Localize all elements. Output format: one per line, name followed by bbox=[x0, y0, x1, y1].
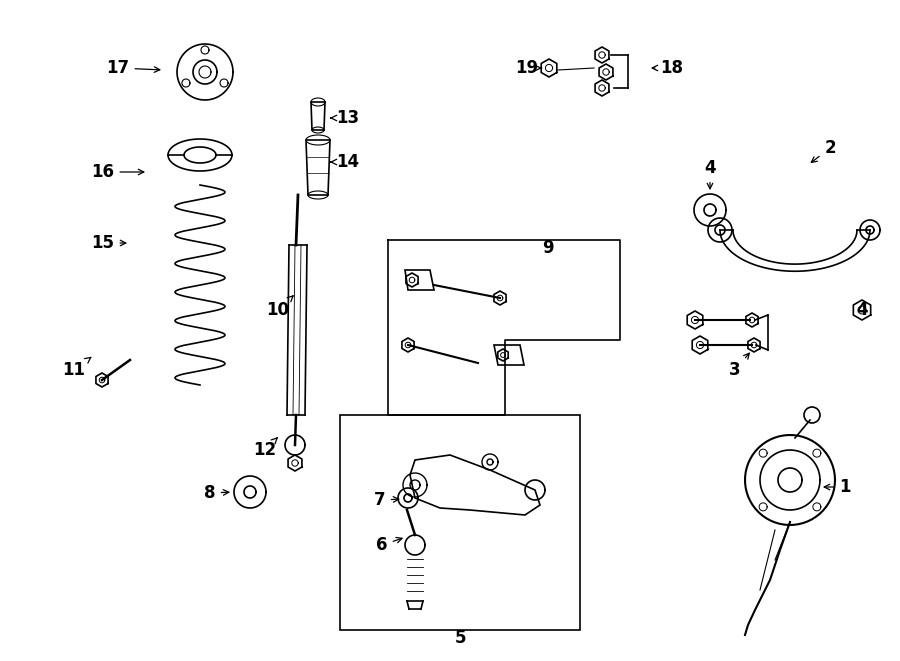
Text: 11: 11 bbox=[62, 358, 91, 379]
Text: 8: 8 bbox=[204, 484, 229, 502]
Bar bbox=[340, 415, 580, 630]
Text: 12: 12 bbox=[254, 438, 277, 459]
Text: 16: 16 bbox=[92, 163, 144, 181]
Text: 13: 13 bbox=[330, 109, 360, 127]
Text: 7: 7 bbox=[374, 491, 399, 509]
Text: 5: 5 bbox=[454, 629, 466, 647]
Text: 2: 2 bbox=[811, 139, 836, 163]
Text: 4: 4 bbox=[856, 301, 868, 319]
Text: 4: 4 bbox=[704, 159, 716, 189]
Text: 6: 6 bbox=[376, 536, 402, 554]
Text: 18: 18 bbox=[652, 59, 683, 77]
Text: 17: 17 bbox=[106, 59, 160, 77]
Text: 19: 19 bbox=[516, 59, 542, 77]
Text: 9: 9 bbox=[542, 239, 554, 257]
Text: 14: 14 bbox=[330, 153, 360, 171]
Text: 1: 1 bbox=[824, 478, 850, 496]
Text: 10: 10 bbox=[266, 296, 293, 319]
Text: 15: 15 bbox=[92, 234, 126, 252]
Text: 3: 3 bbox=[729, 353, 750, 379]
